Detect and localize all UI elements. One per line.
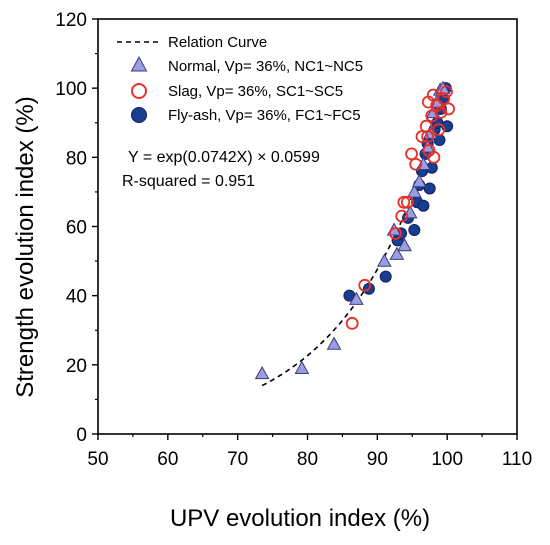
data-point-normal bbox=[294, 360, 310, 374]
series-1 bbox=[345, 85, 455, 330]
data-point-normal bbox=[397, 237, 412, 252]
legend-label-relation-curve: Relation Curve bbox=[168, 34, 267, 51]
data-point-normal bbox=[411, 174, 427, 188]
data-point-normal bbox=[389, 246, 405, 260]
x-tick-label: 60 bbox=[157, 449, 178, 470]
data-point-slag bbox=[395, 209, 409, 223]
relation-curve bbox=[261, 88, 448, 387]
data-point-fly-ash bbox=[417, 199, 430, 212]
data-point-normal bbox=[349, 291, 364, 305]
legend-swatch-slag bbox=[131, 83, 147, 99]
y-tick-label: 80 bbox=[66, 148, 87, 169]
data-point-slag bbox=[358, 278, 372, 292]
y-tick-label: 40 bbox=[66, 287, 87, 308]
data-point-slag bbox=[345, 316, 359, 330]
y-axis-title: Strength evolution index (%) bbox=[12, 96, 39, 398]
data-point-slag bbox=[409, 157, 423, 171]
legend-label-normal: Normal, Vp= 36%, NC1~NC5 bbox=[168, 58, 363, 75]
data-point-slag bbox=[426, 88, 440, 102]
data-point-normal bbox=[326, 336, 342, 350]
x-tick-label: 50 bbox=[87, 449, 108, 470]
data-point-slag bbox=[427, 150, 441, 164]
x-tick-label: 70 bbox=[227, 449, 248, 470]
data-point-slag bbox=[440, 85, 453, 99]
data-point-normal bbox=[254, 365, 270, 380]
legend-label-slag: Slag, Vp= 36%, SC1~SC5 bbox=[168, 83, 343, 100]
data-point-normal bbox=[406, 184, 422, 198]
y-tick-label: 0 bbox=[76, 425, 87, 446]
data-point-fly-ash bbox=[379, 270, 392, 283]
y-tick-label: 100 bbox=[55, 79, 87, 100]
data-point-fly-ash bbox=[423, 182, 436, 195]
data-point-slag bbox=[400, 195, 414, 209]
data-point-slag bbox=[432, 123, 446, 137]
x-axis-title: UPV evolution index (%) bbox=[170, 505, 430, 532]
data-point-fly-ash bbox=[408, 223, 421, 236]
data-point-slag bbox=[434, 105, 448, 119]
data-points bbox=[254, 80, 455, 380]
equation-annotation: Y = exp(0.0742X) × 0.0599 bbox=[128, 149, 320, 166]
r-squared-annotation: R-squared = 0.951 bbox=[122, 173, 255, 190]
data-point-slag bbox=[442, 102, 455, 116]
y-tick-label: 120 bbox=[55, 10, 87, 31]
y-axis-ticks: 0 20 40 60 80 100 120 bbox=[55, 10, 98, 446]
data-point-slag bbox=[389, 227, 402, 240]
data-point-normal bbox=[376, 253, 392, 267]
legend-label-fly-ash: Fly-ash, Vp= 36%, FC1~FC5 bbox=[168, 107, 361, 124]
legend: Relation Curve Normal, Vp= 36%, NC1~NC5 … bbox=[117, 34, 363, 124]
y-tick-label: 20 bbox=[66, 356, 87, 377]
data-point-slag bbox=[421, 130, 435, 143]
data-point-slag bbox=[415, 130, 429, 143]
x-tick-label: 100 bbox=[431, 449, 463, 470]
x-axis-ticks: 50 60 70 80 90 100 110 bbox=[87, 434, 532, 470]
x-tick-label: 90 bbox=[367, 449, 388, 470]
data-point-slag bbox=[397, 195, 411, 209]
x-tick-label: 80 bbox=[297, 449, 318, 470]
data-point-slag bbox=[405, 147, 418, 161]
legend-swatch-fly-ash bbox=[131, 107, 147, 123]
y-tick-label: 60 bbox=[66, 218, 87, 239]
x-tick-label: 110 bbox=[502, 449, 532, 470]
legend-swatch-normal bbox=[130, 55, 148, 72]
